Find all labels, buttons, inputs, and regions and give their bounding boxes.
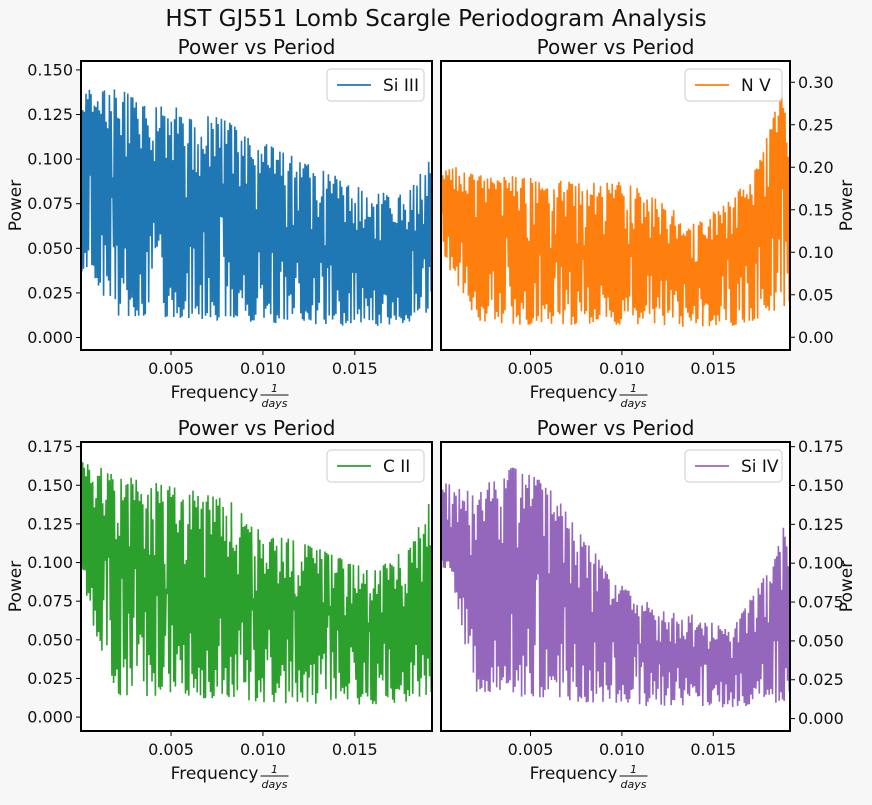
y-tick-label: 0.150 [27,60,73,79]
y-tick-label: 0.05 [798,285,834,304]
y-tick-label: 0.075 [27,194,73,213]
subplot-1: Power vs Period 0.005 0.010 0.015 0.000 0.025… [6,35,433,410]
series-line-n-v [441,93,790,327]
y-tick-label: 0.00 [798,328,834,347]
y-axis-label: Power [837,180,857,231]
series-line-si-iii [81,89,432,326]
legend: C II [326,449,425,483]
y-tick-label: 0.075 [798,593,844,612]
subplots: Power vs Period 0.005 0.010 0.015 0.000 0.025… [6,35,857,791]
y-axis-label: Power [837,561,857,612]
y-tick-label: 0.15 [798,200,834,219]
x-unit-denominator: days [262,778,288,791]
axes-frame [440,60,791,351]
y-tick-label: 0.10 [798,243,834,262]
y-tick-label: 0.050 [27,239,73,258]
y-tick-label: 0.000 [27,328,73,347]
subplot-3: Power vs Period 0.005 0.010 0.015 0.000 0.025… [6,416,433,791]
y-tick-label: 0.175 [798,437,844,456]
subplot-4: Power vs Period 0.005 0.010 0.015 0.000 0.025… [440,416,857,791]
y-tick-label: 0.125 [27,514,73,533]
axes-frame [440,441,791,732]
y-tick-label: 0.125 [27,105,73,124]
x-unit-numerator: 1 [630,382,637,395]
y-axis-label: Power [6,180,26,231]
x-tick-label: 0.005 [508,740,554,759]
y-tick-label: 0.000 [27,708,73,727]
y-tick-label: 0.050 [27,630,73,649]
x-axis-label: Frequency [171,383,259,403]
series-line-si-iv [441,467,790,708]
y-tick-label: 0.025 [798,670,844,689]
x-tick-label: 0.015 [690,740,736,759]
y-tick-label: 0.100 [27,553,73,572]
y-axis-label: Power [6,561,26,612]
y-tick-label: 0.150 [27,476,73,495]
y-tick-label: 0.075 [27,592,73,611]
x-unit-numerator: 1 [271,763,278,776]
legend-box [684,68,783,102]
x-unit-denominator: days [262,397,288,410]
x-tick-label: 0.005 [148,740,194,759]
subplot-title: Power vs Period [537,416,695,440]
y-tick-label: 0.100 [27,150,73,169]
axes-frame [80,60,433,351]
subplot-title: Power vs Period [178,416,336,440]
y-tick-label: 0.125 [798,515,844,534]
y-tick-label: 0.025 [27,669,73,688]
x-tick-label: 0.010 [240,740,286,759]
y-tick-label: 0.30 [798,73,834,92]
legend-label: Si IV [741,457,779,477]
x-tick-label: 0.005 [148,359,194,378]
legend-label: Si III [383,76,419,96]
axes-frame [80,441,433,732]
legend: Si III [326,68,425,102]
legend-box [326,449,425,483]
x-axis-label: Frequency [171,764,259,784]
x-tick-label: 0.010 [599,740,645,759]
x-axis-label: Frequency [530,383,618,403]
y-tick-label: 0.20 [798,158,834,177]
x-tick-label: 0.015 [690,359,736,378]
y-tick-label: 0.150 [798,476,844,495]
series-line-c-ii [81,462,432,705]
subplot-title: Power vs Period [178,35,336,59]
subplot-title: Power vs Period [537,35,695,59]
x-unit-denominator: days [621,397,647,410]
x-tick-label: 0.010 [240,359,286,378]
subplot-2: Power vs Period 0.005 0.010 0.015 0.00 0.05 0.… [440,35,857,410]
legend-label: N V [741,76,771,96]
legend-box [684,449,783,483]
y-tick-label: 0.025 [27,283,73,302]
y-tick-label: 0.25 [798,115,834,134]
legend-box [326,68,425,102]
x-unit-numerator: 1 [630,763,637,776]
x-unit-denominator: days [621,778,647,791]
x-unit-numerator: 1 [271,382,278,395]
x-tick-label: 0.015 [332,359,378,378]
y-tick-label: 0.000 [798,709,844,728]
legend: Si IV [684,449,783,483]
y-tick-label: 0.175 [27,437,73,456]
x-tick-label: 0.015 [332,740,378,759]
legend-label: C II [383,457,410,477]
x-axis-label: Frequency [530,764,618,784]
legend: N V [684,68,783,102]
x-tick-label: 0.005 [508,359,554,378]
y-tick-label: 0.050 [798,631,844,650]
y-tick-label: 0.100 [798,554,844,573]
x-tick-label: 0.010 [599,359,645,378]
figure-title: HST GJ551 Lomb Scargle Periodogram Analy… [165,6,706,32]
